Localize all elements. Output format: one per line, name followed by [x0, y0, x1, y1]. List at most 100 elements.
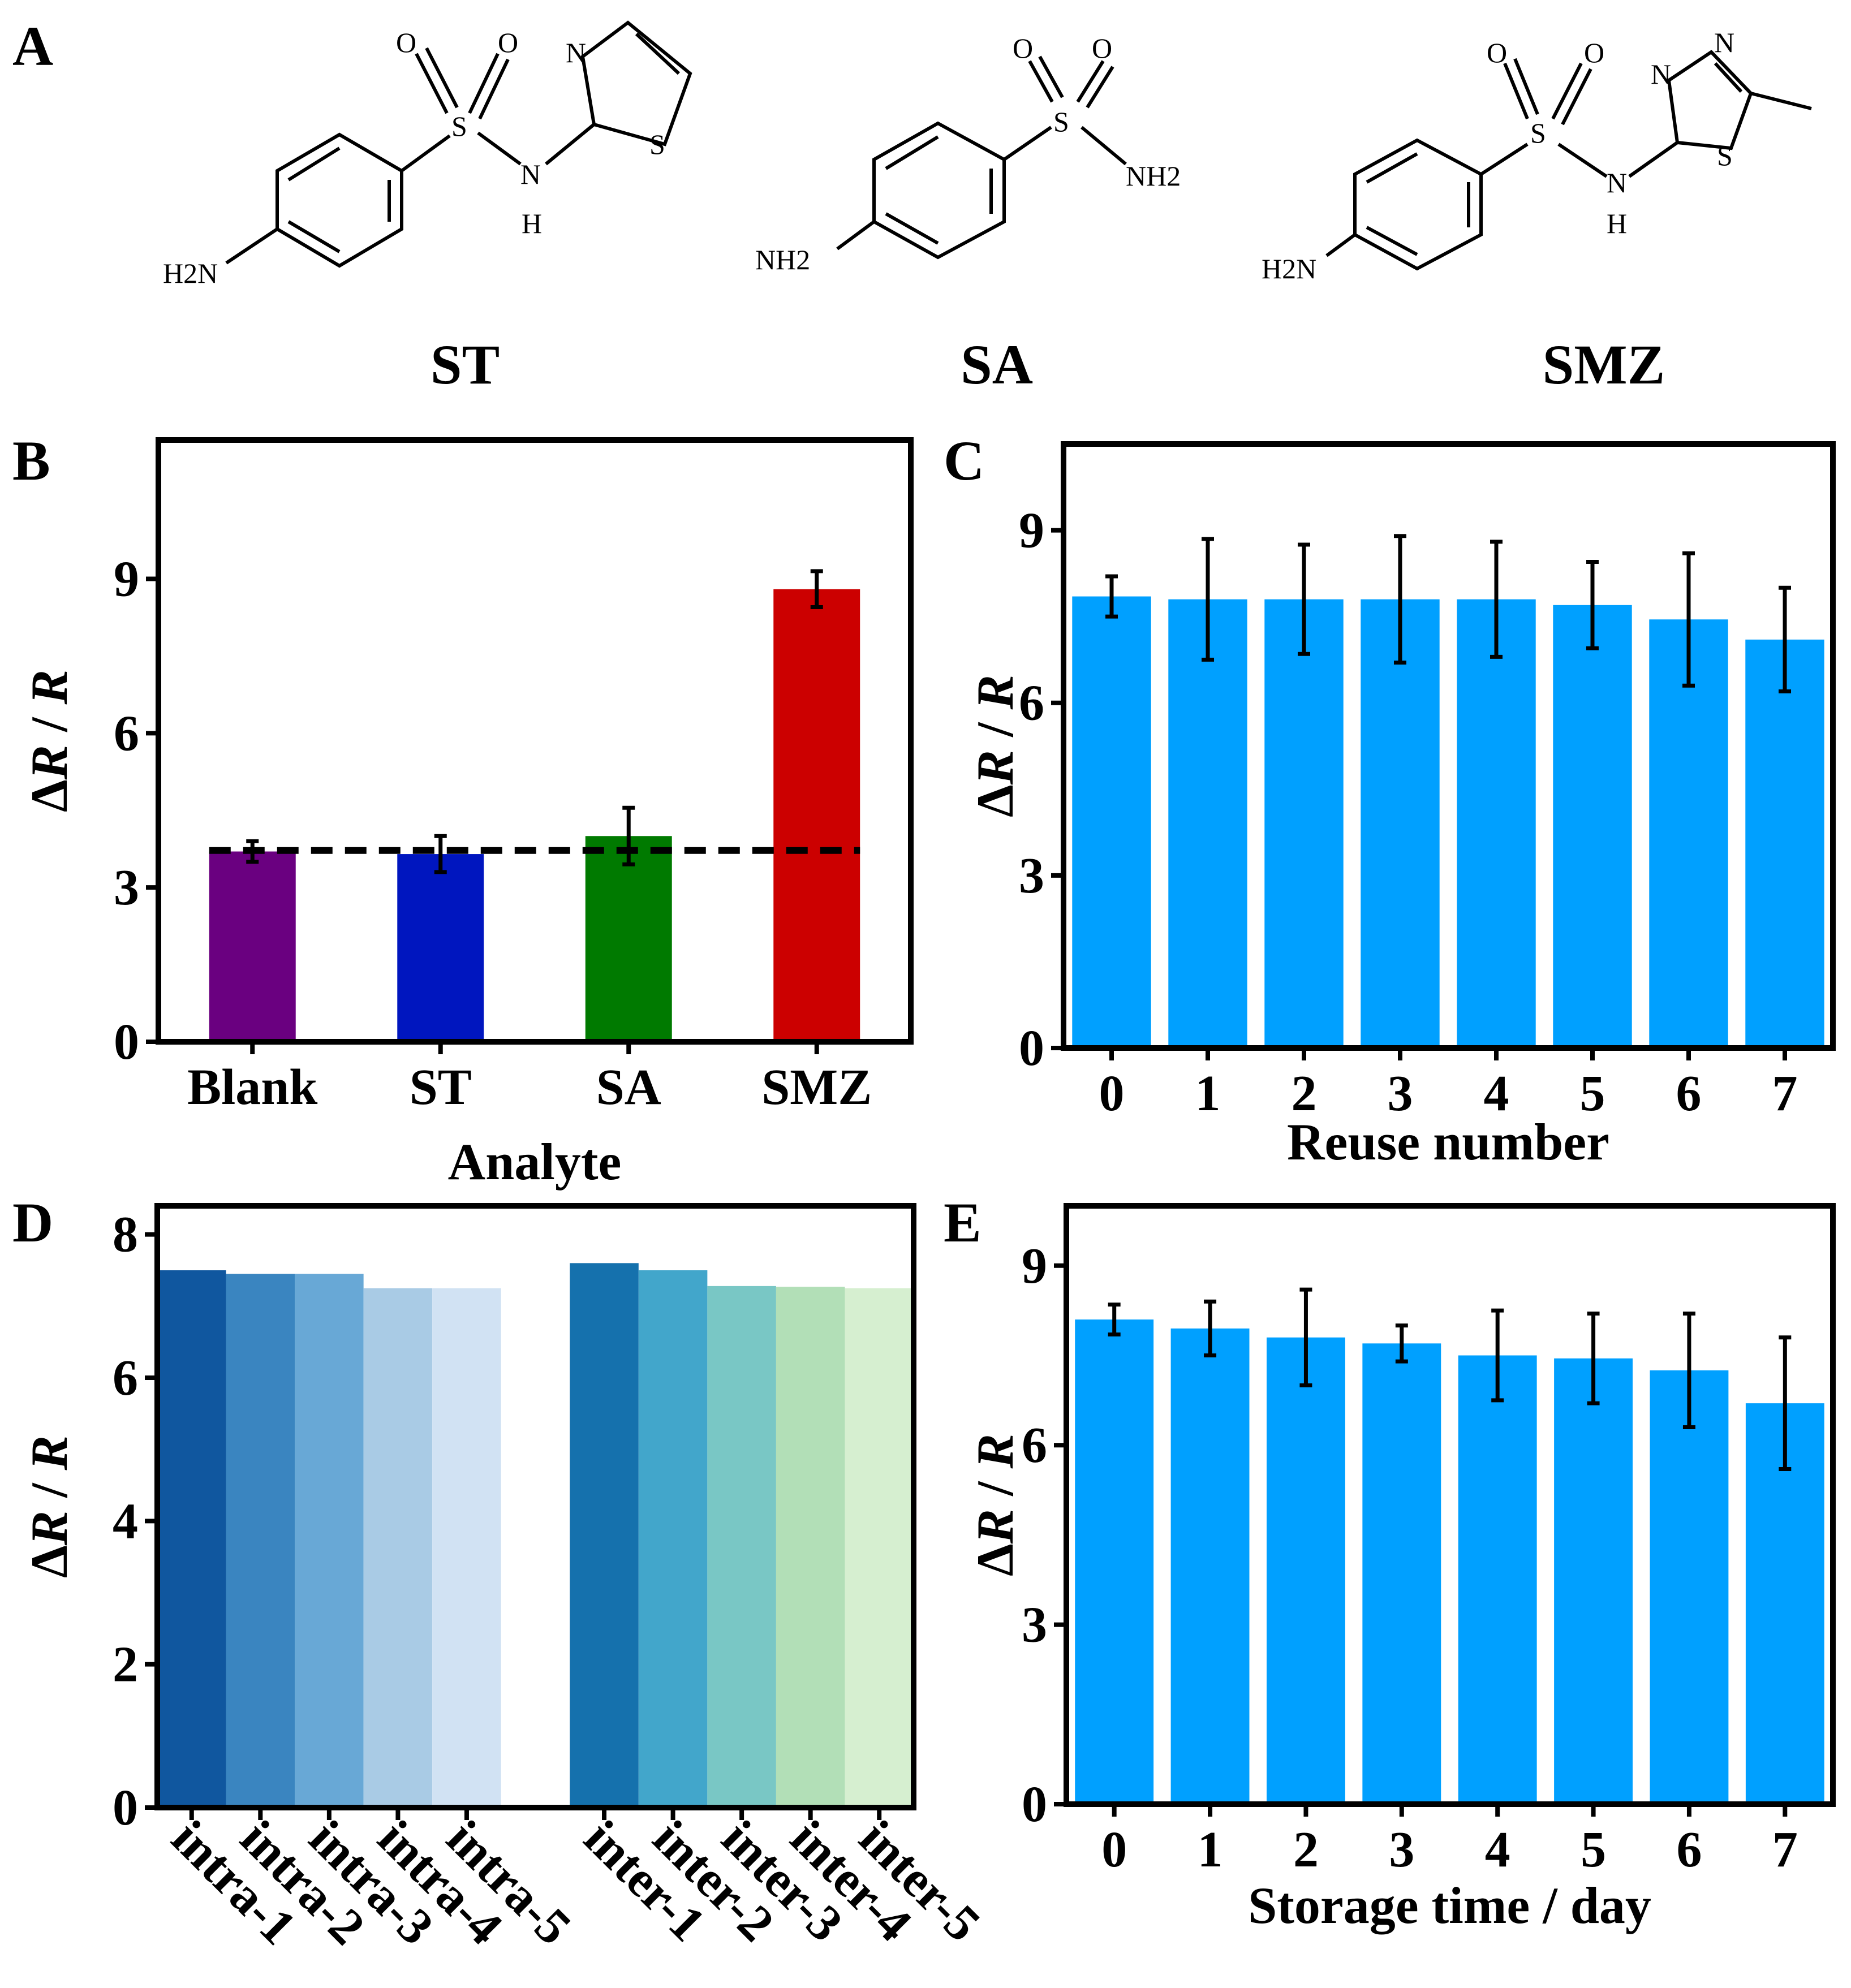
molecule-st: O O S N H N S H2N ST	[163, 20, 692, 396]
chart-c-xtick-2: 2	[1292, 1066, 1317, 1122]
sa-sulfur: S	[1053, 106, 1069, 137]
panel-label-c: C	[944, 429, 984, 492]
chart-d-ytick-0: 0	[113, 1780, 138, 1836]
chart-c-plot-frame	[1061, 441, 1836, 1051]
smz-oxygen-2: O	[1584, 37, 1604, 68]
st-oxygen-1: O	[396, 27, 416, 58]
chart-e-ytick-9: 9	[1022, 1238, 1047, 1294]
chart-c-ytick-9: 9	[1019, 503, 1044, 559]
chart-d-bar-inter-2	[638, 1270, 708, 1808]
chart-e-errorbar-2	[1299, 1287, 1312, 1387]
chart-b-xtick-blank: Blank	[187, 1059, 317, 1115]
chart-b-ytick-6: 6	[114, 705, 139, 761]
smz-benzene-ring	[1353, 138, 1483, 271]
chart-e-ytick-0: 0	[1022, 1776, 1047, 1832]
chart-e-xtick-2: 2	[1293, 1822, 1319, 1878]
chart-c-errorbar-6	[1682, 551, 1695, 688]
smz-amine: H2N	[1262, 253, 1316, 284]
st-benzene-ring	[276, 132, 403, 268]
chart-c-reuse: 0 3 6 9 0 1 2 3 4 5 6 7 ΔR / R Reuse number	[966, 441, 1836, 1171]
chart-d-ylabel: ΔR / R	[20, 1435, 78, 1578]
sa-amine-bond	[836, 220, 875, 251]
chart-d-bar-inter-5	[845, 1288, 914, 1808]
chart-c-errorbar-4	[1490, 540, 1503, 659]
st-ring-n: N	[566, 37, 586, 68]
st-amine: H2N	[163, 257, 218, 289]
chart-d-ytick-8: 8	[113, 1207, 138, 1263]
chart-e-bar-5	[1554, 1358, 1633, 1804]
chart-e-ylabel: ΔR / R	[966, 1434, 1024, 1576]
smz-name: SMZ	[1543, 333, 1665, 396]
chart-d-plot-frame	[154, 1203, 916, 1810]
chart-c-bar-1	[1168, 599, 1247, 1048]
chart-c-ytick-3: 3	[1019, 848, 1044, 904]
chart-b-bar-st	[397, 854, 484, 1042]
chart-d-bar-intra-3	[295, 1274, 364, 1808]
chart-b-xtick-sa: SA	[596, 1059, 661, 1115]
chart-e-bar-2	[1266, 1337, 1345, 1804]
chart-e-bar-0	[1075, 1319, 1154, 1804]
chart-e-plot-frame	[1064, 1203, 1836, 1807]
chart-e-errorbar-5	[1587, 1311, 1600, 1405]
sa-name: SA	[961, 333, 1033, 396]
chart-b-bar-smz	[773, 589, 860, 1042]
chart-c-xlabel: Reuse number	[1287, 1113, 1609, 1171]
sa-benzene-ring	[872, 121, 1006, 260]
chart-c-errorbar-0	[1105, 574, 1118, 619]
chart-d-ytick-2: 2	[113, 1637, 138, 1693]
chart-e-ytick-3: 3	[1022, 1597, 1047, 1653]
sa-sulfonamide-nh2: NH2	[1126, 160, 1181, 192]
chart-b-ytick-0: 0	[114, 1014, 139, 1070]
chart-e-xtick-0: 0	[1101, 1822, 1127, 1878]
chart-d-reproducibility: 02468intra-1intra-2intra-3intra-4intra-5…	[20, 1203, 991, 1955]
smz-amide-n: N	[1607, 167, 1627, 199]
chart-e-xtick-7: 7	[1772, 1822, 1798, 1878]
st-sulfur: S	[451, 110, 467, 142]
smz-ring-n1: N	[1651, 58, 1671, 90]
panel-label-a: A	[12, 15, 53, 77]
chart-c-xtick-1: 1	[1195, 1066, 1221, 1122]
chart-c-bar-2	[1264, 599, 1344, 1048]
chart-c-xtick-4: 4	[1484, 1066, 1509, 1122]
chart-c-errorbar-5	[1586, 560, 1599, 650]
smz-ring-s: S	[1717, 140, 1733, 171]
chart-d-bar-intra-5	[432, 1288, 501, 1808]
chart-e-errorbar-0	[1108, 1303, 1121, 1336]
chart-e-storage: 0 3 6 9 0 1 2 3 4 5 6 7 ΔR / R Storage time / day	[966, 1203, 1836, 1934]
chart-c-errorbar-2	[1298, 542, 1310, 656]
smz-amine-bond	[1325, 233, 1356, 257]
chart-e-errorbar-4	[1491, 1308, 1504, 1403]
chart-b-xtick-st: ST	[410, 1059, 472, 1115]
chart-b-bar-sa	[585, 836, 672, 1042]
chart-b-plot-frame	[156, 437, 914, 1045]
chart-e-xtick-6: 6	[1676, 1822, 1702, 1878]
chart-d-bar-inter-4	[776, 1287, 845, 1808]
chart-c-ytick-6: 6	[1019, 675, 1044, 731]
chart-d-bar-inter-1	[570, 1263, 639, 1808]
chart-b-selectivity: 0 3 6 9 Blank ST SA SMZ ΔR / R Analyte	[20, 437, 914, 1191]
chart-c-errorbar-7	[1779, 585, 1791, 693]
chart-d-bar-intra-2	[226, 1274, 295, 1808]
chart-d-bar-intra-1	[157, 1270, 226, 1808]
st-amide-h: H	[522, 208, 542, 239]
st-oxygen-2: O	[498, 27, 518, 58]
chart-b-errorbar-sa	[622, 805, 635, 866]
chart-e-errorbar-6	[1682, 1311, 1695, 1429]
chart-d-ytick-6: 6	[113, 1350, 138, 1406]
sa-amine: NH2	[755, 244, 810, 275]
chart-e-errorbar-7	[1779, 1335, 1792, 1472]
chart-e-xlabel: Storage time / day	[1248, 1877, 1651, 1934]
chart-c-ylabel: ΔR / R	[966, 675, 1024, 817]
molecule-smz: O O S N H N N S H2N SMZ	[1262, 27, 1812, 396]
chart-b-xlabel: Analyte	[448, 1133, 622, 1191]
chart-e-bar-6	[1650, 1370, 1729, 1804]
chart-c-bar-4	[1457, 599, 1536, 1048]
chart-e-xtick-4: 4	[1485, 1822, 1510, 1878]
chart-d-bar-inter-3	[707, 1286, 776, 1808]
panel-label-e: E	[944, 1191, 982, 1254]
panel-label-b: B	[12, 429, 50, 492]
chart-e-xtick-1: 1	[1198, 1822, 1223, 1878]
chart-e-xtick-5: 5	[1581, 1822, 1606, 1878]
chart-d-bar-intra-4	[363, 1288, 433, 1808]
